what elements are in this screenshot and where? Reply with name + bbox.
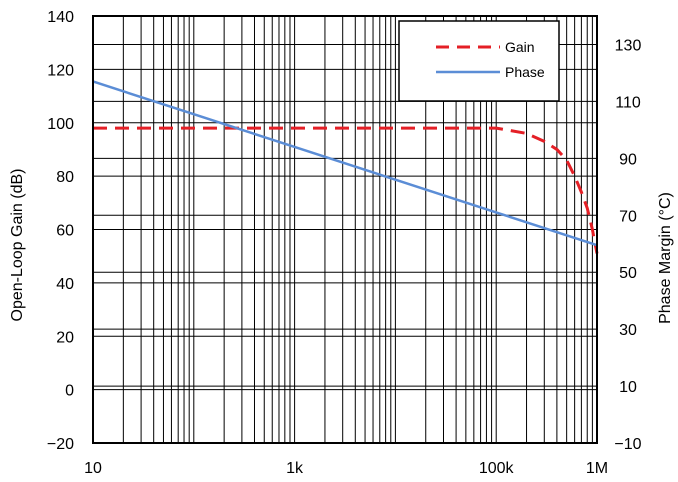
x-tick-label: 1k xyxy=(286,460,304,477)
y-left-tick-label: 140 xyxy=(47,9,74,26)
legend-phase-label: Phase xyxy=(505,64,545,80)
y-right-tick-label: 50 xyxy=(619,265,637,282)
y-right-tick-label: 10 xyxy=(619,379,637,396)
series-layer xyxy=(92,80,599,254)
legend: Gain Phase xyxy=(398,20,560,102)
y-left-tick-label: −20 xyxy=(47,436,74,453)
y-left-axis-title: Open-Loop Gain (dB) xyxy=(9,169,26,322)
legend-gain-label: Gain xyxy=(505,39,535,55)
series-line-gain xyxy=(93,126,599,254)
series-line-phase xyxy=(92,80,598,247)
y-right-tick-label: 130 xyxy=(615,37,642,54)
y-right-tick-label: 110 xyxy=(615,94,641,111)
y-left-tick-label: 80 xyxy=(56,169,74,186)
x-tick-label: 10 xyxy=(84,460,102,477)
ticks-layer: 10 1k 100k 1M −20 0 20 40 60 80 100 120 140 −10 10 30 50… xyxy=(47,9,642,477)
y-left-tick-label: 100 xyxy=(47,116,74,133)
y-right-tick-label: −10 xyxy=(614,436,641,453)
y-right-tick-label: 90 xyxy=(619,151,637,168)
x-tick-label: 1M xyxy=(586,460,608,477)
y-left-tick-label: 120 xyxy=(47,62,74,79)
y-left-tick-label: 60 xyxy=(56,223,74,240)
y-right-tick-label: 30 xyxy=(619,322,637,339)
x-tick-label: 100k xyxy=(479,460,515,477)
grid xyxy=(93,16,597,443)
plot-frame xyxy=(92,15,598,444)
y-right-axis-title: Phase Margin (°C) xyxy=(657,192,674,324)
y-right-tick-label: 70 xyxy=(619,208,637,225)
legend-box xyxy=(398,20,560,102)
y-left-tick-label: 0 xyxy=(65,383,74,400)
y-left-tick-label: 20 xyxy=(56,329,74,346)
y-left-tick-label: 40 xyxy=(56,276,74,293)
